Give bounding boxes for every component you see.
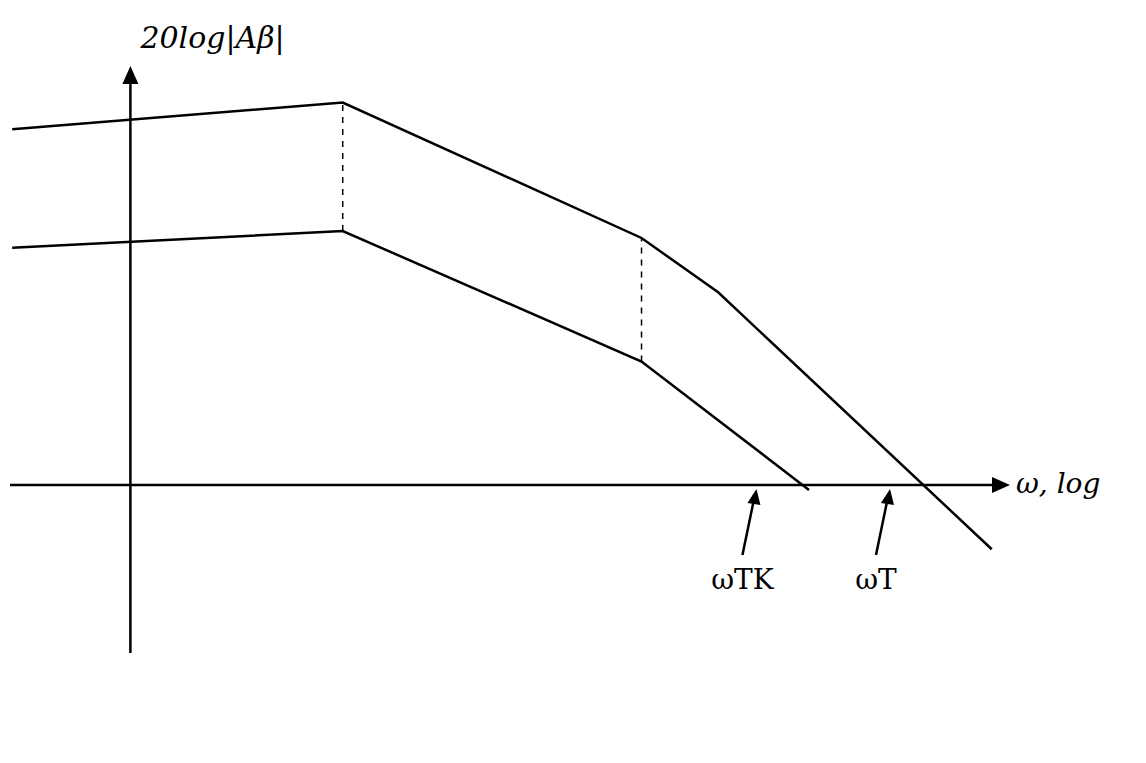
svg-text:ωTK: ωTK — [711, 563, 775, 596]
svg-text:20log|Aβ|: 20log|Aβ| — [139, 20, 284, 55]
svg-text:ωT: ωT — [855, 563, 897, 596]
svg-text:ω, log: ω, log — [1016, 467, 1100, 500]
